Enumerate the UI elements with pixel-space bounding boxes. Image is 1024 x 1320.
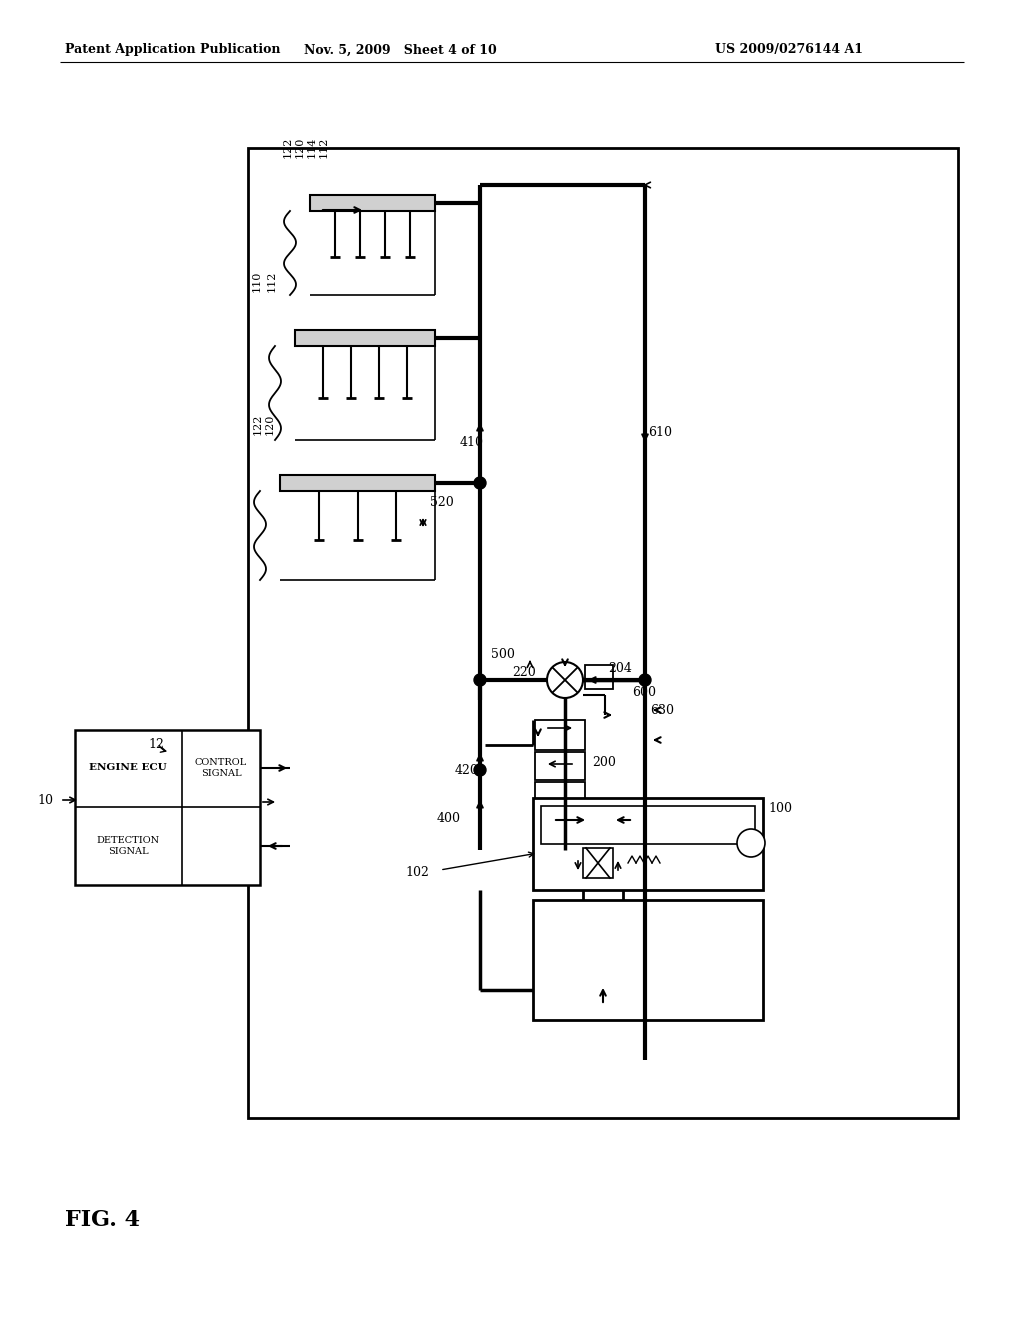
Text: 110: 110 [252, 271, 262, 292]
Bar [248, 148, 958, 1118]
Text: 120: 120 [295, 137, 305, 158]
Text: ENGINE ECU: ENGINE ECU [89, 763, 167, 772]
Circle shape [474, 764, 486, 776]
Text: 100: 100 [768, 801, 792, 814]
Bar [280, 475, 435, 491]
Bar [583, 847, 613, 878]
Bar [535, 719, 585, 750]
Bar [534, 799, 763, 890]
Text: 120: 120 [265, 413, 275, 436]
Text: 122: 122 [283, 137, 293, 158]
Text: 520: 520 [430, 496, 454, 510]
Bar [585, 665, 613, 689]
Text: 600: 600 [632, 686, 656, 700]
Circle shape [474, 675, 486, 686]
Text: DETECTION
SIGNAL: DETECTION SIGNAL [96, 837, 160, 855]
Bar [310, 195, 435, 211]
Text: 114: 114 [307, 137, 317, 158]
Text: 220: 220 [512, 667, 536, 680]
Circle shape [639, 675, 651, 686]
Text: 10: 10 [37, 793, 53, 807]
Bar [535, 752, 585, 780]
Text: 204: 204 [608, 661, 632, 675]
Bar [75, 730, 260, 884]
Text: 122: 122 [253, 413, 263, 436]
Text: 112: 112 [267, 271, 278, 292]
Text: 500: 500 [492, 648, 515, 661]
Circle shape [737, 829, 765, 857]
Text: 112: 112 [319, 137, 329, 158]
Text: 400: 400 [437, 812, 461, 825]
Text: Patent Application Publication: Patent Application Publication [65, 44, 281, 57]
Text: FIG. 4: FIG. 4 [65, 1209, 140, 1232]
Text: 610: 610 [648, 425, 672, 438]
Text: CONTROL
SIGNAL: CONTROL SIGNAL [195, 758, 247, 777]
Text: US 2009/0276144 A1: US 2009/0276144 A1 [715, 44, 863, 57]
Text: 200: 200 [592, 755, 615, 768]
Bar [535, 781, 585, 807]
Circle shape [547, 663, 583, 698]
Bar [534, 900, 763, 1020]
Circle shape [474, 477, 486, 488]
Bar [541, 807, 755, 843]
Text: 102: 102 [406, 866, 429, 879]
Bar [295, 330, 435, 346]
Text: 630: 630 [650, 704, 674, 717]
Text: 12: 12 [148, 738, 164, 751]
Text: 410: 410 [460, 437, 484, 450]
Text: 420: 420 [455, 763, 479, 776]
Text: Nov. 5, 2009   Sheet 4 of 10: Nov. 5, 2009 Sheet 4 of 10 [304, 44, 497, 57]
